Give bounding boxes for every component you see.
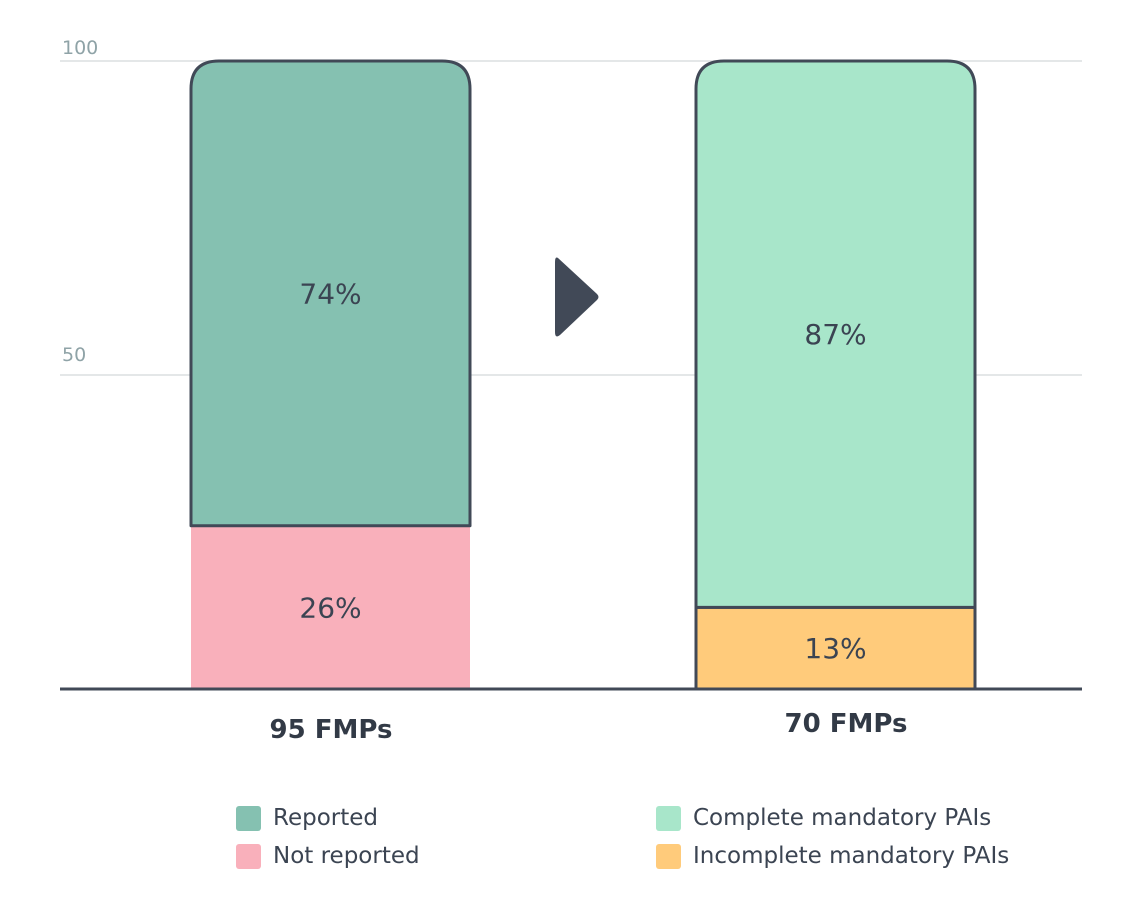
- legend-label-incomplete-pais: Incomplete mandatory PAIs: [693, 843, 1010, 869]
- legend-item-incomplete-pais: Incomplete mandatory PAIs: [656, 842, 1009, 870]
- legend-item-not-reported: Not reported: [236, 842, 420, 870]
- data-label-0-0: 26%: [299, 591, 361, 624]
- play-triangle-icon: [555, 257, 599, 337]
- bar-segment-0-1: [189, 59, 472, 528]
- bars: 26% 74% 13% 87%: [189, 59, 977, 691]
- legend-left: Reported Not reported: [236, 804, 420, 870]
- legend-item-complete-pais: Complete mandatory PAIs: [656, 804, 1009, 832]
- data-label-1-0: 13%: [804, 632, 866, 665]
- bar-segment-1-1: [694, 59, 977, 609]
- legend-label-reported: Reported: [273, 805, 378, 831]
- legend-swatch-complete-pais: [656, 805, 681, 831]
- category-label-95-fmps: 95 FMPs: [270, 715, 393, 745]
- y-tick-label-50: 50: [62, 344, 86, 366]
- legend-label-not-reported: Not reported: [273, 843, 420, 869]
- data-label-1-1: 87%: [804, 318, 866, 351]
- legend-swatch-not-reported: [236, 843, 261, 869]
- legend-swatch-reported: [236, 805, 261, 831]
- legend-right: Complete mandatory PAIs Incomplete manda…: [656, 804, 1009, 870]
- bar-segment-0-0: [191, 525, 470, 689]
- category-label-70-fmps: 70 FMPs: [785, 709, 908, 739]
- legend-item-reported: Reported: [236, 804, 420, 832]
- y-tick-label-100: 100: [62, 37, 98, 59]
- data-label-0-1: 74%: [299, 277, 361, 310]
- legend-label-complete-pais: Complete mandatory PAIs: [693, 805, 992, 831]
- y-tick-labels: 50 100: [62, 37, 98, 366]
- legend-swatch-incomplete-pais: [656, 843, 681, 869]
